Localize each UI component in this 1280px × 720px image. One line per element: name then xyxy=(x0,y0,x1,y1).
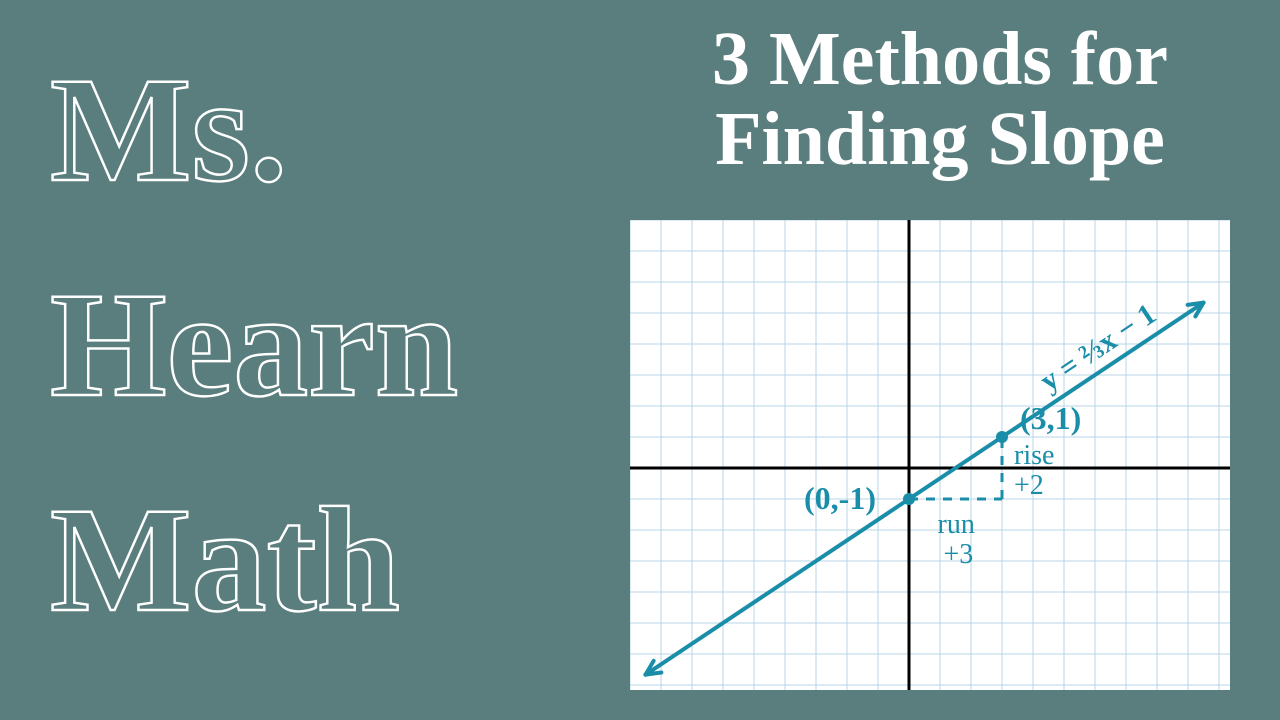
title-line-2: Hearn xyxy=(50,262,458,428)
topic-title-line-1: 3 Methods for xyxy=(712,17,1168,101)
slope-graph: (0,-1) (3,1) rise+2 run+3 y = ⅔x − 1 xyxy=(630,220,1230,690)
title-line-1: Ms. xyxy=(50,47,287,213)
svg-text:(0,-1): (0,-1) xyxy=(804,480,876,516)
svg-text:+2: +2 xyxy=(1014,470,1044,501)
svg-text:(3,1): (3,1) xyxy=(1020,400,1081,436)
svg-text:rise: rise xyxy=(1014,440,1054,471)
svg-text:run: run xyxy=(938,509,975,540)
channel-title: Ms. Hearn Math xyxy=(50,40,550,705)
svg-text:y = ⅔x − 1: y = ⅔x − 1 xyxy=(1034,297,1162,398)
svg-text:+3: +3 xyxy=(944,539,974,570)
topic-title: 3 Methods for Finding Slope xyxy=(620,20,1260,180)
topic-title-line-2: Finding Slope xyxy=(715,97,1165,181)
title-line-3: Math xyxy=(50,477,400,643)
